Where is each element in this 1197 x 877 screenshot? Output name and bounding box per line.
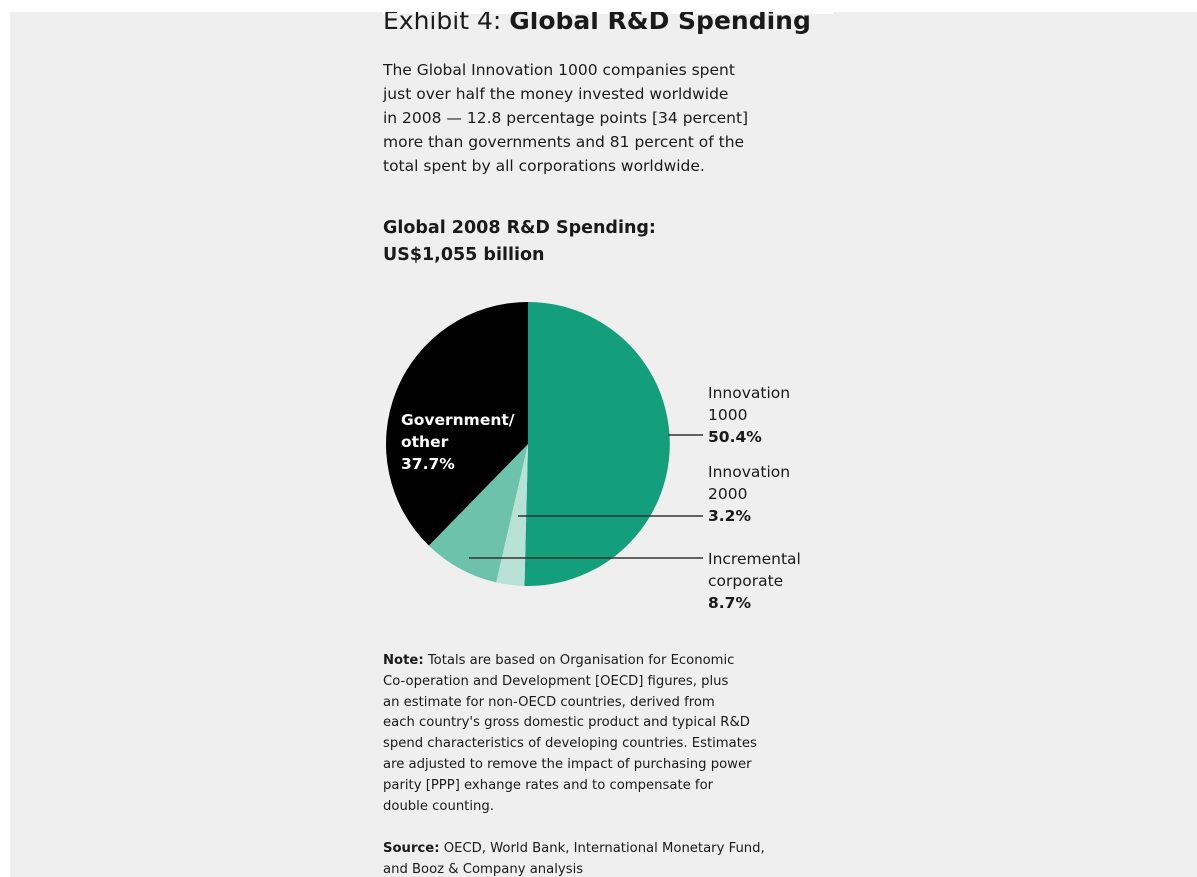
chart-title: Global 2008 R&D Spending: US$1,055 billi… — [383, 218, 656, 265]
label-government-other: Government/ other 37.7% — [401, 409, 514, 475]
note-body: Totals are based on Organisation for Eco… — [383, 653, 757, 814]
exhibit-title: Exhibit 4: Global R&D Spending — [383, 12, 811, 36]
label-innovation-1000-value: 50.4% — [708, 428, 762, 446]
label-incremental-corporate-name: Incremental corporate — [708, 550, 801, 590]
label-innovation-2000: Innovation 2000 3.2% — [708, 461, 790, 527]
label-innovation-1000-name: Innovation 1000 — [708, 384, 791, 424]
label-innovation-1000: Innovation 1000 50.4% — [708, 382, 790, 448]
label-government-other-value: 37.7% — [401, 455, 455, 473]
label-incremental-corporate: Incremental corporate 8.7% — [708, 548, 801, 614]
slice-innovation-1000 — [524, 302, 670, 586]
source-lead: Source: — [383, 841, 440, 856]
exhibit-prefix: Exhibit 4: — [383, 12, 510, 35]
note-text: Note: Totals are based on Organisation f… — [383, 651, 833, 817]
label-innovation-2000-value: 3.2% — [708, 507, 751, 525]
exhibit-title-text: Global R&D Spending — [509, 12, 811, 35]
label-incremental-corporate-value: 8.7% — [708, 594, 751, 612]
pie-chart — [386, 302, 703, 586]
slice-innovation-2000 — [496, 444, 528, 586]
note-lead: Note: — [383, 653, 424, 668]
label-innovation-2000-name: Innovation 2000 — [708, 463, 791, 503]
slice-incremental-corporate — [428, 444, 528, 583]
source-body: OECD, World Bank, International Monetary… — [383, 841, 765, 877]
intro-text: The Global Innovation 1000 companies spe… — [383, 61, 749, 175]
slice-government-other — [386, 302, 528, 546]
exhibit-panel: Exhibit 4: Global R&D Spending The Globa… — [10, 12, 1197, 877]
label-government-other-name: Government/ other — [401, 411, 515, 451]
source-text: Source: OECD, World Bank, International … — [383, 839, 833, 877]
top-strip — [383, 12, 833, 14]
